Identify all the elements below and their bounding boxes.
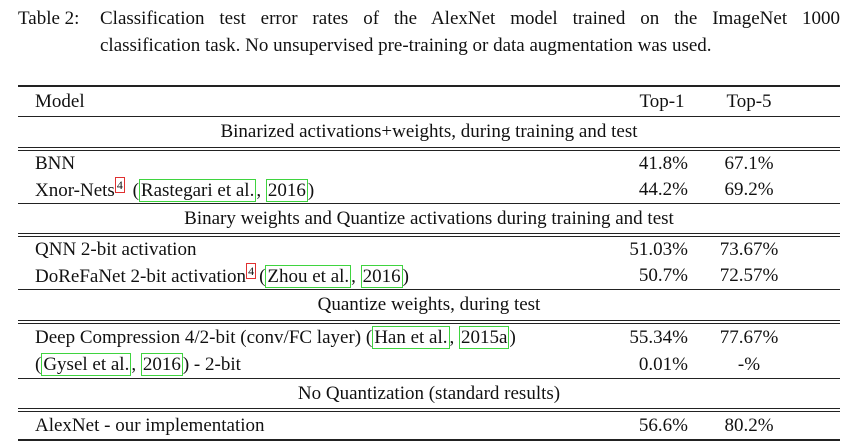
model-text: ) - 2-bit [182,353,241,375]
top1-cell: 51.03% [629,239,688,260]
section-row: Binarized activations+weights, during tr… [18,117,840,147]
caption-label: Table 2: [18,8,80,29]
model-text: ) [402,266,409,287]
model-cell: QNN 2-bit activation [35,239,196,261]
data-row: QNN 2-bit activation 51.03% 73.67% [18,237,840,263]
data-row: AlexNet - our implementation 56.6% 80.2% [18,412,840,439]
footnote-link[interactable]: 4 [114,177,125,193]
top1-cell: 50.7% [638,265,688,286]
section-row: Quantize weights, during test [18,290,840,320]
model-text: AlexNet - our implementation [35,414,265,436]
table: Model Top-1 Top-5 Binarized activations+wei… [18,85,840,441]
data-row: Xnor-Nets 4 (Rastegari et al., 2016) 44.2%… [18,177,840,203]
model-text: ) [509,326,516,348]
section-title: No Quantization (standard results) [297,382,561,404]
section-row: Binary weights and Quantize activations … [18,204,840,233]
footnote-link[interactable]: 4 [246,263,257,279]
model-cell: DoReFaNet 2-bit activation 4(Zhou et al.,… [35,263,409,288]
header-cell: Top-1 [639,90,685,112]
rule [18,147,840,151]
citation-link[interactable]: Han et al. [372,325,450,349]
citation-link[interactable]: Rastegari et al. [138,179,257,202]
top5-cell: 73.67% [719,239,779,260]
top5-cell: -% [737,353,761,375]
data-row: BNN 41.8% 67.1% [18,151,840,177]
model-text: ( [35,353,42,375]
model-cell: Deep Compression 4/2-bit (conv/FC layer)… [35,325,516,349]
section-title: Binary weights and Quantize activations … [184,207,674,229]
model-text: Xnor-Nets [35,180,115,201]
citation-link[interactable]: 2016 [265,179,308,202]
model-cell: BNN [35,153,75,175]
data-row: Deep Compression 4/2-bit (conv/FC layer)… [18,324,840,351]
model-text: , [449,326,460,348]
top5-cell: 80.2% [724,414,774,436]
model-text: ( [259,266,266,287]
header-row: Model Top-1 Top-5 [18,87,840,116]
model-text: , [256,180,266,201]
citation-link[interactable]: Zhou et al. [265,265,352,288]
top5-cell: 77.67% [719,326,779,348]
header-cell: Model [35,90,85,112]
caption-line: Classification test error rates of the A… [100,8,840,29]
top1-cell: 56.6% [638,414,688,436]
data-row: DoReFaNet 2-bit activation 4(Zhou et al.,… [18,263,840,289]
top5-cell: 72.57% [719,265,779,286]
model-cell: Xnor-Nets 4 (Rastegari et al., 2016) [35,177,315,202]
model-cell: AlexNet - our implementation [35,415,265,437]
top1-cell: 0.01% [638,353,688,375]
top1-cell: 55.34% [629,326,688,348]
model-text: ( [127,180,139,201]
rule [18,116,840,117]
caption-line: classification task. No unsupervised pre… [100,35,712,56]
rule [18,233,840,237]
rule [18,408,840,412]
data-row: (Gysel et al., 2016) - 2-bit 0.01% -% [18,351,840,378]
citation-link[interactable]: 2015a [459,325,510,349]
section-title: Binarized activations+weights, during tr… [220,121,638,142]
model-text: DoReFaNet 2-bit activation [35,266,247,287]
citation-link[interactable]: 2016 [140,352,183,376]
model-text: Deep Compression 4/2-bit (conv/FC layer)… [35,326,373,348]
model-text: ) [307,180,315,201]
top1-cell: 44.2% [638,179,688,200]
model-cell: (Gysel et al., 2016) - 2-bit [35,352,241,376]
top1-cell: 41.8% [638,153,688,174]
rule [18,378,840,379]
model-text: BNN [35,153,76,174]
section-row: No Quantization (standard results) [18,379,840,408]
section-title: Quantize weights, during test [317,294,541,315]
citation-link[interactable]: Gysel et al. [41,352,132,376]
rule [18,203,840,204]
model-text: , [131,353,141,375]
citation-link[interactable]: 2016 [360,265,403,288]
rule [18,289,840,290]
model-text: QNN 2-bit activation [35,239,197,260]
model-text: , [351,266,361,287]
top5-cell: 69.2% [724,179,774,200]
top5-cell: 67.1% [724,153,774,174]
rule [18,320,840,324]
header-cell: Top-5 [726,90,772,112]
rule [18,85,840,87]
